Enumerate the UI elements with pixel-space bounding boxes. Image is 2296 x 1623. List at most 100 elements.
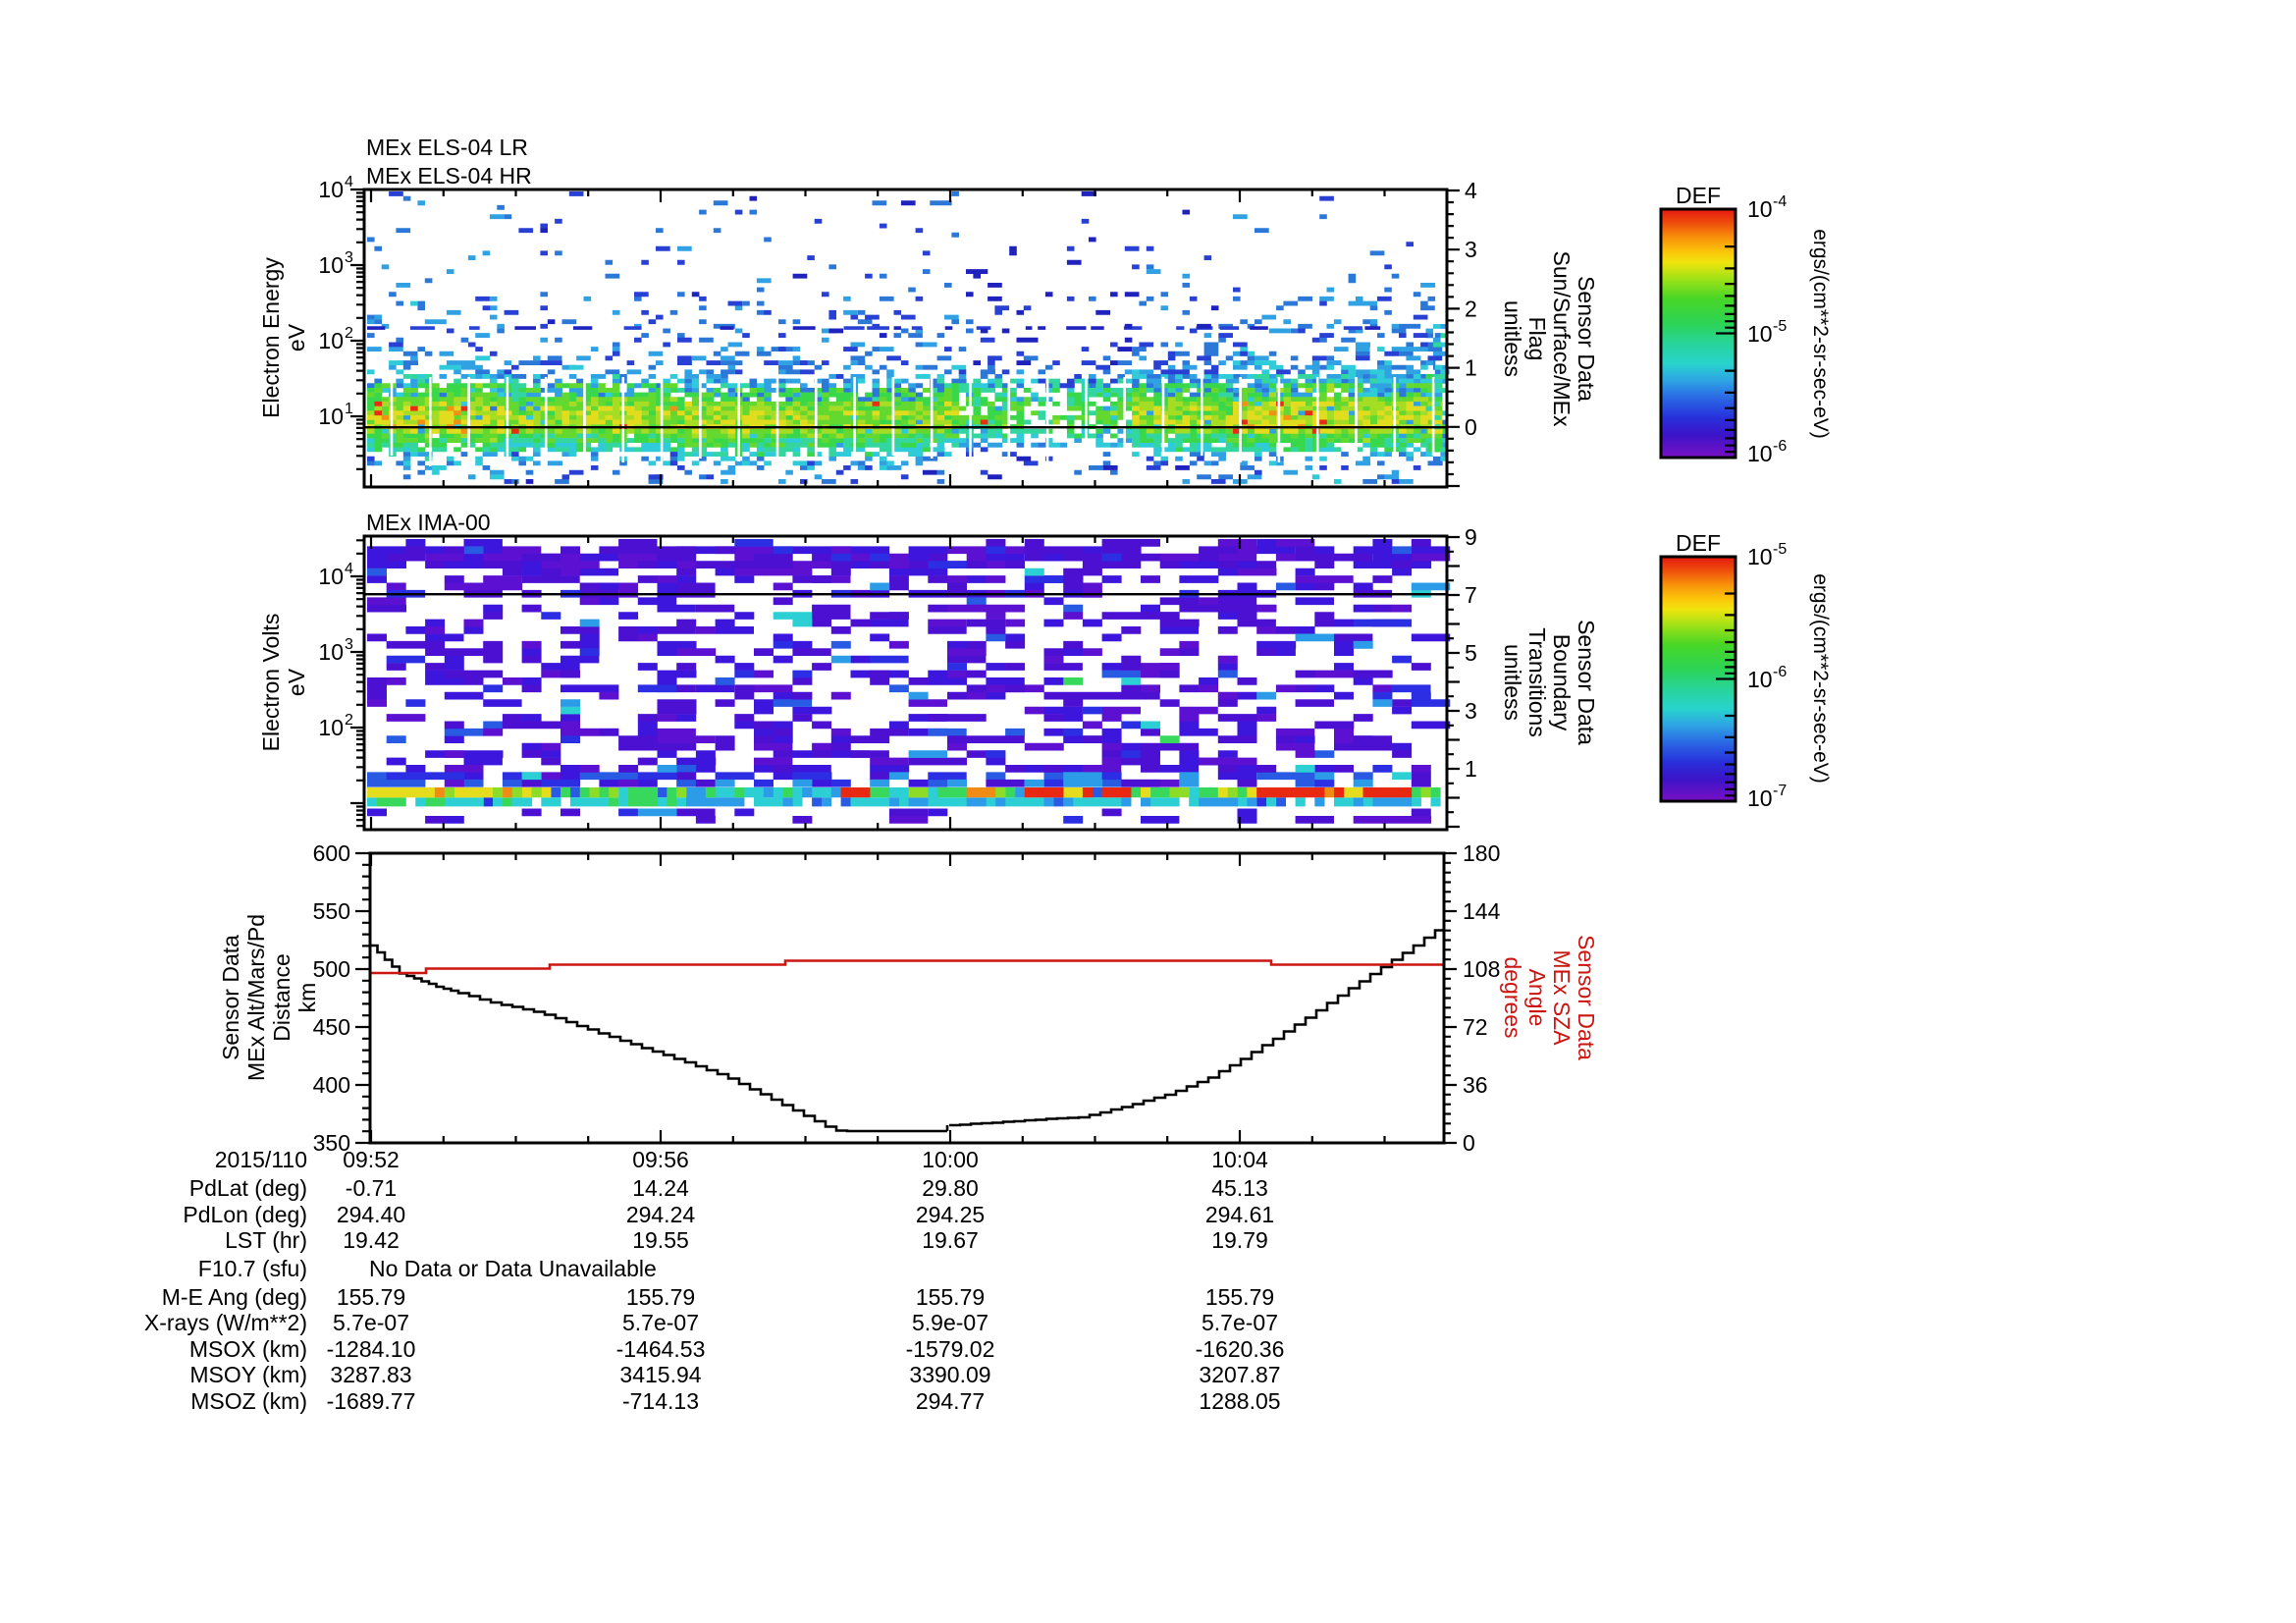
- svg-text:450: 450: [313, 1014, 350, 1040]
- svg-text:-1579.02: -1579.02: [906, 1336, 995, 1362]
- svg-text:155.79: 155.79: [626, 1284, 695, 1310]
- svg-text:3390.09: 3390.09: [909, 1362, 990, 1387]
- svg-text:MEx ELS-04 LR: MEx ELS-04 LR: [366, 135, 528, 160]
- svg-text:19.42: 19.42: [343, 1227, 400, 1253]
- svg-text:DEF: DEF: [1676, 183, 1721, 208]
- svg-text:10: 10: [318, 639, 344, 665]
- svg-text:2: 2: [345, 325, 353, 342]
- svg-text:10: 10: [318, 177, 344, 202]
- svg-text:-1464.53: -1464.53: [616, 1336, 706, 1362]
- svg-text:1: 1: [345, 401, 353, 417]
- svg-text:3287.83: 3287.83: [330, 1362, 411, 1387]
- svg-text:MEx ELS-04 HR: MEx ELS-04 HR: [366, 163, 532, 189]
- svg-text:72: 72: [1463, 1014, 1488, 1040]
- svg-text:9: 9: [1465, 524, 1477, 550]
- svg-text:3: 3: [1465, 698, 1477, 724]
- svg-text:X-rays (W/m**2): X-rays (W/m**2): [144, 1310, 307, 1335]
- svg-text:3415.94: 3415.94: [619, 1362, 701, 1387]
- svg-text:-1620.36: -1620.36: [1196, 1336, 1285, 1362]
- svg-text:294.25: 294.25: [916, 1202, 985, 1227]
- svg-text:10: 10: [1747, 196, 1773, 222]
- svg-text:-7: -7: [1773, 783, 1787, 799]
- svg-text:294.24: 294.24: [626, 1202, 696, 1227]
- svg-text:1288.05: 1288.05: [1199, 1388, 1280, 1414]
- svg-text:155.79: 155.79: [337, 1284, 405, 1310]
- svg-text:09:52: 09:52: [343, 1147, 400, 1172]
- svg-text:10: 10: [1747, 441, 1773, 466]
- svg-text:19.79: 19.79: [1211, 1227, 1268, 1253]
- svg-text:-5: -5: [1773, 318, 1787, 335]
- svg-text:MSOX (km): MSOX (km): [189, 1336, 307, 1362]
- svg-text:10: 10: [318, 252, 344, 278]
- svg-text:M-E Ang (deg): M-E Ang (deg): [162, 1284, 307, 1310]
- svg-text:4: 4: [1465, 178, 1477, 203]
- svg-text:DEF: DEF: [1676, 530, 1721, 556]
- svg-text:degrees: degrees: [1500, 956, 1525, 1038]
- svg-text:10: 10: [318, 564, 344, 589]
- svg-text:3: 3: [345, 636, 353, 653]
- svg-text:Distance: Distance: [269, 953, 294, 1041]
- svg-text:10: 10: [318, 404, 344, 429]
- svg-text:eV: eV: [284, 323, 309, 352]
- svg-text:14.24: 14.24: [632, 1175, 689, 1201]
- svg-text:PdLat (deg): PdLat (deg): [189, 1175, 307, 1201]
- svg-text:Boundary: Boundary: [1549, 634, 1575, 731]
- svg-text:108: 108: [1463, 956, 1500, 982]
- svg-text:-714.13: -714.13: [622, 1388, 699, 1414]
- svg-text:10: 10: [1747, 544, 1773, 569]
- svg-text:155.79: 155.79: [1205, 1284, 1274, 1310]
- svg-text:-6: -6: [1773, 664, 1787, 680]
- svg-text:-5: -5: [1773, 541, 1787, 558]
- svg-text:0: 0: [1463, 1130, 1475, 1156]
- svg-text:10: 10: [318, 328, 344, 353]
- svg-text:-6: -6: [1773, 438, 1787, 455]
- svg-text:7: 7: [1465, 582, 1477, 608]
- svg-text:155.79: 155.79: [916, 1284, 985, 1310]
- svg-text:45.13: 45.13: [1211, 1175, 1268, 1201]
- svg-text:3: 3: [345, 249, 353, 266]
- svg-text:1: 1: [1465, 756, 1477, 782]
- svg-text:400: 400: [313, 1072, 350, 1098]
- svg-text:3: 3: [1465, 237, 1477, 262]
- svg-text:180: 180: [1463, 840, 1500, 866]
- svg-text:ergs/(cm**2-sr-sec-eV): ergs/(cm**2-sr-sec-eV): [1809, 573, 1832, 784]
- svg-text:4: 4: [345, 174, 353, 190]
- svg-text:-4: -4: [1773, 193, 1787, 210]
- svg-text:F10.7 (sfu): F10.7 (sfu): [198, 1256, 307, 1281]
- svg-text:5.7e-07: 5.7e-07: [333, 1310, 409, 1335]
- svg-text:-1689.77: -1689.77: [327, 1388, 416, 1414]
- svg-text:294.77: 294.77: [916, 1388, 985, 1414]
- svg-text:5: 5: [1465, 640, 1477, 666]
- svg-text:Sensor Data: Sensor Data: [218, 935, 243, 1060]
- svg-text:4: 4: [345, 561, 353, 577]
- svg-text:Sensor Data: Sensor Data: [1574, 276, 1599, 402]
- svg-text:5.7e-07: 5.7e-07: [622, 1310, 699, 1335]
- svg-text:10: 10: [1747, 785, 1773, 811]
- svg-text:29.80: 29.80: [922, 1175, 979, 1201]
- svg-text:500: 500: [313, 956, 350, 982]
- svg-text:3207.87: 3207.87: [1199, 1362, 1280, 1387]
- svg-text:294.40: 294.40: [337, 1202, 405, 1227]
- svg-text:10:04: 10:04: [1211, 1147, 1268, 1172]
- svg-text:unitless: unitless: [1500, 644, 1525, 721]
- svg-text:5.7e-07: 5.7e-07: [1201, 1310, 1278, 1335]
- svg-text:Flag: Flag: [1524, 317, 1550, 361]
- svg-text:0: 0: [1465, 414, 1477, 440]
- svg-text:Electron Volts: Electron Volts: [258, 614, 284, 752]
- svg-text:km: km: [294, 983, 320, 1013]
- svg-text:36: 36: [1463, 1072, 1488, 1098]
- svg-text:Sensor Data: Sensor Data: [1574, 620, 1599, 745]
- svg-text:10:00: 10:00: [922, 1147, 979, 1172]
- svg-text:MEx Alt/Mars/Pd: MEx Alt/Mars/Pd: [243, 914, 269, 1081]
- svg-text:2: 2: [345, 712, 353, 729]
- svg-text:350: 350: [313, 1130, 350, 1156]
- svg-text:unitless: unitless: [1500, 300, 1525, 377]
- svg-text:Sun/Surface/MEx: Sun/Surface/MEx: [1549, 251, 1575, 427]
- svg-text:550: 550: [313, 898, 350, 924]
- svg-text:294.61: 294.61: [1205, 1202, 1274, 1227]
- svg-text:10: 10: [1747, 667, 1773, 692]
- svg-text:Electron Energy: Electron Energy: [258, 257, 284, 418]
- svg-text:10: 10: [318, 715, 344, 740]
- svg-text:2: 2: [1465, 296, 1477, 321]
- svg-text:19.55: 19.55: [632, 1227, 689, 1253]
